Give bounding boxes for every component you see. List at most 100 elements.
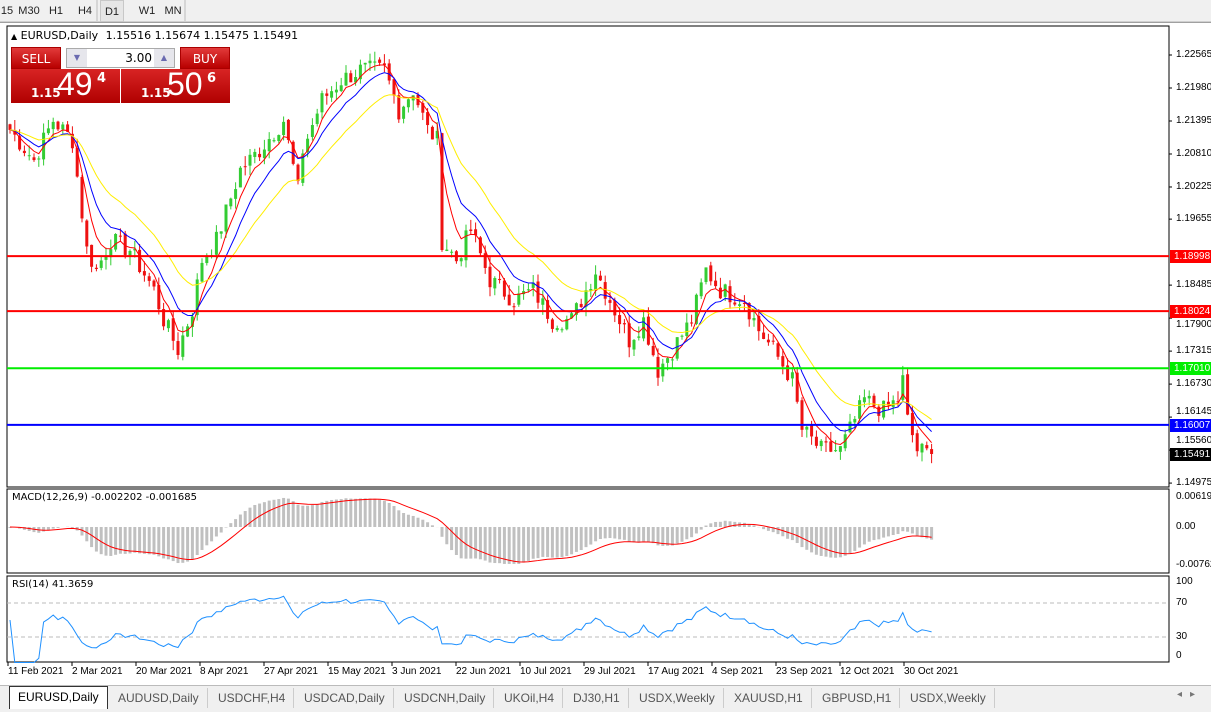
candle [675, 337, 679, 361]
macd-bar [718, 521, 722, 527]
timeframe-m30[interactable]: M30 [18, 5, 40, 17]
candle [133, 240, 137, 258]
price-axis-label: 1.19655 [1176, 213, 1211, 225]
timeframe-15[interactable]: 15 [0, 5, 14, 17]
candle [248, 149, 252, 175]
candle [162, 302, 166, 331]
macd-bar [104, 527, 108, 556]
candle [786, 358, 790, 382]
candle-body [766, 339, 770, 343]
candle [402, 105, 406, 124]
candle [61, 121, 65, 134]
tab-audusd-daily[interactable]: AUDUSD,Daily [110, 688, 208, 708]
candle-body [253, 151, 257, 157]
macd-bar [709, 523, 713, 527]
candle-body [46, 128, 50, 134]
macd-bar [325, 500, 329, 527]
candle [474, 222, 478, 243]
candle-body [829, 441, 833, 452]
tab-usdx-weekly[interactable]: USDX,Weekly [631, 688, 724, 708]
candle-body [925, 445, 929, 449]
buy-button[interactable]: BUY [180, 47, 230, 69]
timeframe-mn[interactable]: MN [164, 5, 182, 17]
macd-bar [138, 527, 142, 554]
tab-scroll-arrows[interactable]: ◂▸ [1177, 689, 1203, 700]
tab-eurusd-daily[interactable]: EURUSD,Daily [9, 686, 108, 709]
candle-body [627, 323, 631, 348]
scroll-left-icon[interactable]: ◂ [1176, 689, 1190, 700]
candle-body [757, 315, 761, 332]
macd-bar [186, 527, 190, 562]
macd-bar [910, 527, 914, 534]
macd-bar [430, 525, 434, 527]
tab-ukoil-h4[interactable]: UKOil,H4 [496, 688, 564, 708]
lot-increase-arrow-icon[interactable]: ▲ [154, 49, 174, 67]
candle [714, 271, 718, 289]
macd-bar [843, 527, 847, 556]
tab-usdcad-daily[interactable]: USDCAD,Daily [296, 688, 394, 708]
candle-body [517, 293, 521, 305]
timeframe-h4[interactable]: H4 [77, 5, 93, 17]
macd-bar [570, 527, 574, 555]
sell-price-button[interactable]: 1.15 49 4 [11, 66, 120, 103]
candle [296, 163, 300, 185]
macd-axis-label: 0.00 [1176, 521, 1196, 532]
candle-body [589, 288, 593, 291]
candle-body [862, 397, 866, 403]
date-axis-label: 29 Jul 2021 [584, 666, 636, 677]
lot-value[interactable]: 3.00 [125, 51, 152, 65]
candle [224, 204, 228, 238]
date-axis-label: 20 Mar 2021 [136, 666, 193, 677]
candle [930, 443, 934, 464]
timeframe-h1[interactable]: H1 [48, 5, 64, 17]
candle-body [680, 335, 684, 337]
tab-dj30-h1[interactable]: DJ30,H1 [565, 688, 629, 708]
scroll-right-icon[interactable]: ▸ [1189, 689, 1203, 700]
price-axis-label: 1.17900 [1176, 319, 1211, 331]
macd-bar [896, 527, 900, 534]
macd-bar [517, 527, 521, 564]
buy-price-button[interactable]: 1.15 50 6 [121, 66, 230, 103]
tab-usdchf-h4[interactable]: USDCHF,H4 [210, 688, 295, 708]
tab-xauusd-h1[interactable]: XAUUSD,H1 [726, 688, 812, 708]
macd-bar [219, 527, 223, 533]
macd-bar [574, 527, 578, 552]
macd-bar [526, 527, 530, 561]
macd-bar [195, 527, 199, 556]
buy-price-prefix: 1.15 [141, 86, 171, 100]
candle [920, 442, 924, 462]
candle-body [819, 440, 823, 447]
tab-usdcnh-daily[interactable]: USDCNH,Daily [396, 688, 495, 708]
lot-size-input[interactable]: ▼ 3.00 ▲ [66, 48, 175, 68]
date-axis-label: 27 Apr 2021 [264, 666, 318, 677]
collapse-triangle-icon[interactable]: ▲ [11, 32, 18, 41]
candle [805, 425, 809, 438]
date-axis-label: 2 Mar 2021 [72, 666, 123, 677]
candle-body [387, 63, 391, 81]
candle [704, 267, 708, 285]
lot-decrease-arrow-icon[interactable]: ▼ [67, 49, 87, 67]
candle-body [699, 282, 703, 297]
candle [387, 59, 391, 85]
chart-canvas[interactable] [0, 0, 1211, 685]
macd-bar [670, 527, 674, 546]
macd-bar [661, 527, 665, 546]
candle [114, 233, 118, 252]
candle [622, 319, 626, 334]
macd-bar [262, 502, 266, 527]
macd-bar [128, 527, 132, 554]
candle-body [531, 282, 535, 288]
candle [8, 123, 12, 134]
sell-button[interactable]: SELL [11, 47, 61, 69]
rsi-axis-label: 0 [1176, 650, 1182, 661]
macd-bar [598, 527, 602, 540]
timeframe-d1[interactable]: D1 [100, 0, 124, 22]
tab-gbpusd-h1[interactable]: GBPUSD,H1 [814, 688, 901, 708]
candle-body [795, 372, 799, 402]
candle-body [666, 358, 670, 363]
macd-bar [234, 519, 238, 527]
candle-body [238, 167, 242, 188]
candle-body [382, 63, 386, 66]
tab-usdx-weekly[interactable]: USDX,Weekly [902, 688, 995, 708]
timeframe-w1[interactable]: W1 [138, 5, 156, 17]
